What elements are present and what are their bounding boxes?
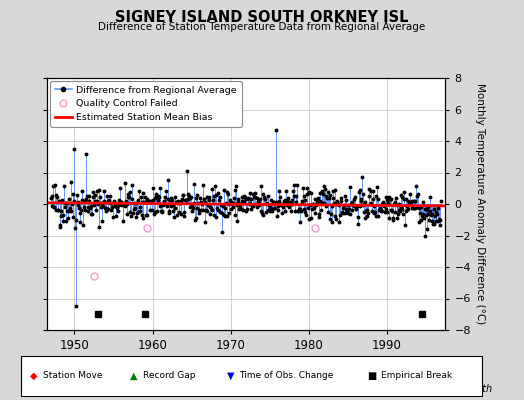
- Text: ▲: ▲: [130, 371, 137, 381]
- Text: ▼: ▼: [227, 371, 234, 381]
- Text: Difference of Station Temperature Data from Regional Average: Difference of Station Temperature Data f…: [99, 22, 425, 32]
- Text: ◆: ◆: [30, 371, 38, 381]
- Text: Time of Obs. Change: Time of Obs. Change: [239, 372, 334, 380]
- Text: Empirical Break: Empirical Break: [381, 372, 452, 380]
- Text: SIGNEY ISLAND SOUTH ORKNEY ISL: SIGNEY ISLAND SOUTH ORKNEY ISL: [115, 10, 409, 25]
- Y-axis label: Monthly Temperature Anomaly Difference (°C): Monthly Temperature Anomaly Difference (…: [475, 83, 485, 325]
- Text: Berkeley Earth: Berkeley Earth: [420, 384, 493, 394]
- Text: ■: ■: [367, 371, 377, 381]
- Text: Station Move: Station Move: [43, 372, 103, 380]
- Legend: Difference from Regional Average, Quality Control Failed, Estimated Station Mean: Difference from Regional Average, Qualit…: [50, 81, 242, 127]
- Text: Record Gap: Record Gap: [143, 372, 195, 380]
